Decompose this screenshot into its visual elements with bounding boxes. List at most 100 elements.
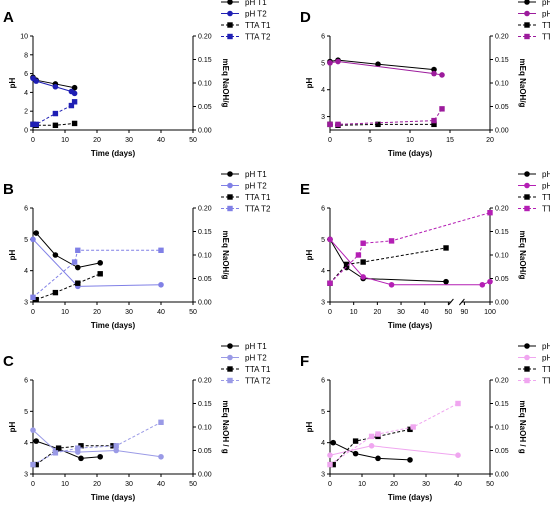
- x-tick-label: 40: [157, 481, 165, 488]
- legend-label: TTA T1: [542, 21, 550, 30]
- y2-tick-label: 0.10: [495, 253, 509, 260]
- data-point: [71, 99, 78, 105]
- panel-letter: D: [300, 9, 311, 26]
- data-point: [439, 72, 445, 78]
- x-tick-label: 0: [328, 309, 332, 316]
- series-tta-t2: [30, 247, 164, 300]
- data-point: [487, 210, 493, 216]
- legend-label: pH T1: [245, 342, 267, 351]
- y-tick-label: 5: [24, 237, 28, 244]
- x-tick-label: 0: [31, 309, 35, 316]
- x-tick-label: 90: [461, 309, 469, 316]
- y2-tick-label: 0.00: [495, 128, 509, 135]
- y-tick-label: 8: [24, 52, 28, 59]
- legend-label: TTA T1: [245, 193, 271, 202]
- legend-label: TTA T1: [542, 365, 550, 374]
- data-point: [75, 280, 81, 286]
- x-tick-label: 10: [61, 137, 69, 144]
- data-point: [327, 121, 333, 128]
- series-line: [36, 440, 101, 459]
- data-point: [327, 60, 333, 66]
- data-point: [78, 455, 84, 462]
- legend-label: pH T2: [542, 182, 550, 191]
- y-tick-label: 6: [321, 378, 325, 385]
- y-tick-label: 6: [24, 206, 28, 213]
- data-point: [33, 461, 39, 468]
- data-point: [75, 247, 81, 253]
- y-tick-label: 6: [321, 34, 325, 41]
- series-line: [332, 442, 411, 461]
- data-point: [75, 264, 81, 271]
- legend-swatch-marker: [524, 33, 530, 40]
- legend-label: pH T1: [245, 170, 267, 179]
- data-point: [355, 252, 362, 258]
- y2-tick-label: 0.05: [198, 448, 212, 455]
- legend-swatch-marker: [524, 182, 530, 189]
- series-line: [329, 445, 459, 456]
- y-tick-label: 4: [24, 268, 28, 275]
- panel-letter: C: [3, 353, 14, 370]
- series-line: [32, 421, 162, 466]
- x-tick-label: 30: [125, 137, 133, 144]
- x-tick-label: 10: [358, 481, 366, 488]
- y2-tick-label: 0.10: [198, 81, 212, 88]
- x-axis-label: Time (days): [388, 149, 433, 158]
- legend-label: pH T2: [542, 354, 550, 363]
- legend-label: pH T2: [245, 354, 267, 363]
- data-point: [330, 461, 336, 468]
- y2-axis-label: mEq NaOH/g: [518, 231, 527, 280]
- legend-label: pH T1: [542, 0, 550, 7]
- y2-tick-label: 0.05: [495, 104, 509, 111]
- data-point: [97, 453, 103, 460]
- axis-break-mark: [448, 298, 454, 306]
- panel-letter: A: [3, 9, 14, 26]
- data-point: [375, 431, 381, 437]
- y-tick-label: 0: [24, 128, 28, 135]
- y-tick-label: 4: [24, 90, 28, 97]
- x-axis-label: Time (days): [91, 321, 136, 330]
- series-tta-t2: [327, 106, 445, 128]
- series-ph-t2: [327, 236, 493, 288]
- data-point: [158, 247, 164, 253]
- data-point: [68, 102, 75, 109]
- panel-d: D 0 5 10 15 20 3 4 5 6 0.00 0.05 0.10 0.15 0.20 Time (d…: [300, 0, 550, 158]
- legend-label: pH T2: [542, 10, 550, 19]
- legend-label: TTA T1: [245, 21, 271, 30]
- y-axis-label: pH: [305, 421, 314, 432]
- y-tick-label: 6: [24, 71, 28, 78]
- legend-swatch-marker: [227, 354, 233, 361]
- series-line: [329, 59, 435, 71]
- x-axis-label: Time (days): [91, 149, 136, 158]
- series-ph-t2: [30, 236, 164, 290]
- data-point: [52, 110, 59, 117]
- x-tick-label: 15: [446, 137, 454, 144]
- data-point: [487, 278, 493, 285]
- data-point: [52, 450, 59, 456]
- series-line: [32, 429, 162, 458]
- y2-tick-label: 0.00: [198, 128, 212, 135]
- data-point: [78, 443, 84, 449]
- y2-axis-label: mEq NaOH/g: [221, 231, 230, 280]
- legend-swatch-marker: [227, 343, 233, 349]
- y2-tick-label: 0.15: [198, 57, 212, 64]
- x-tick-label: 0: [31, 137, 35, 144]
- legend-label: pH T2: [245, 10, 267, 19]
- panel-e: E 0 10 20 30 40 50 90 100 3 4 5 6 0.00 0.05 0.10 0.15 0.2…: [300, 170, 550, 330]
- data-point: [330, 439, 337, 446]
- data-point: [360, 274, 366, 280]
- data-point: [158, 453, 164, 460]
- y-axis-label: pH: [8, 249, 17, 260]
- legend-swatch-marker: [227, 33, 233, 40]
- data-point: [33, 296, 39, 303]
- legend-swatch-marker: [524, 0, 530, 5]
- y2-tick-label: 0.00: [495, 472, 509, 479]
- data-point: [30, 236, 36, 243]
- y-tick-label: 3: [321, 114, 325, 121]
- y-tick-label: 5: [321, 237, 325, 244]
- legend-label: TTA T2: [245, 377, 271, 386]
- data-point: [97, 260, 103, 266]
- data-point: [388, 238, 395, 244]
- y-tick-label: 4: [321, 268, 325, 275]
- data-point: [327, 452, 333, 459]
- y-axis-label: pH: [305, 77, 314, 88]
